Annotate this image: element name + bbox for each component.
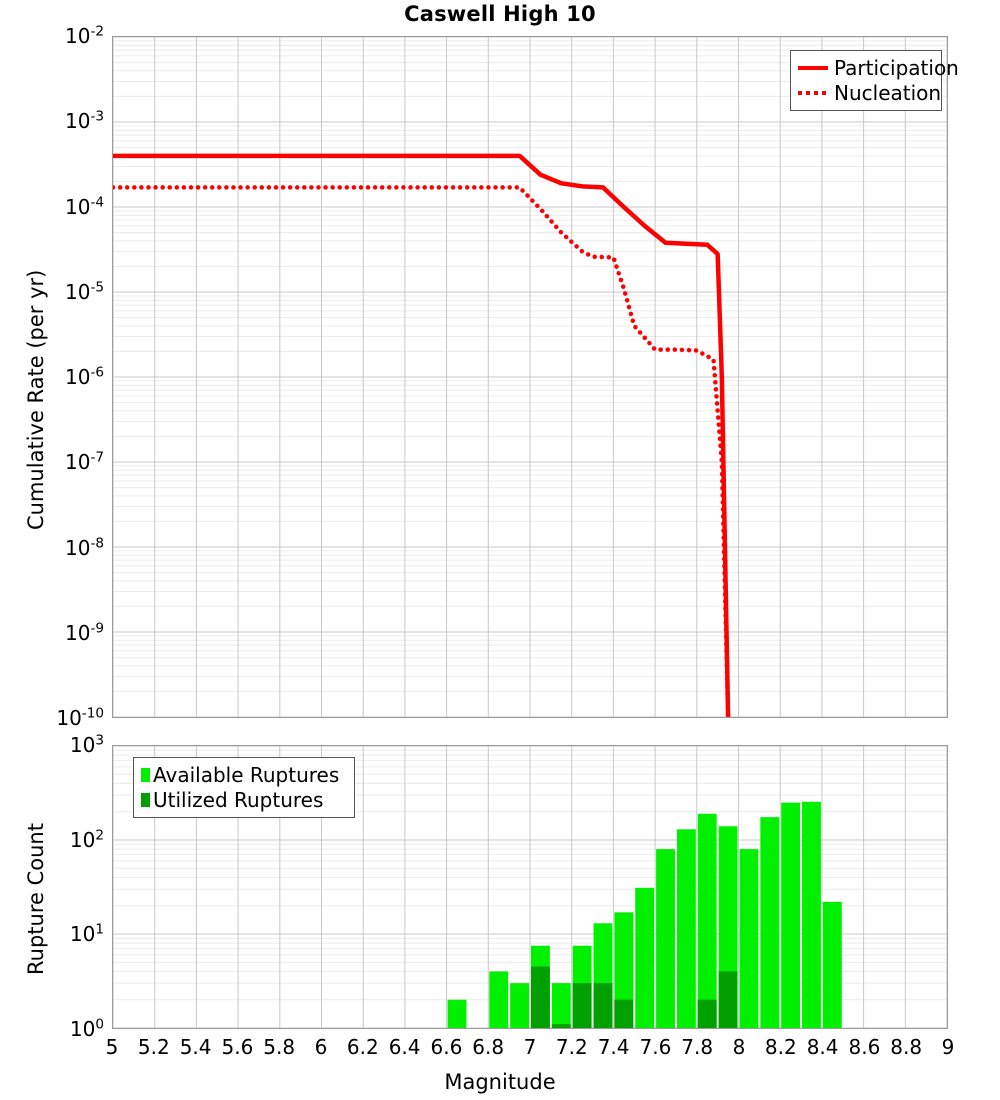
x-tick: 5 [105, 1035, 119, 1059]
top-legend: Participation Nucleation [790, 50, 959, 111]
available-rupture-bar [614, 912, 634, 1028]
legend-label-available-ruptures: Available Ruptures [153, 762, 340, 787]
x-tick: 7 [523, 1035, 537, 1059]
x-tick: 9 [941, 1035, 955, 1059]
top-series-layer [113, 153, 731, 717]
bottom-y-axis-label: Rupture Count [24, 823, 48, 975]
legend-item-nucleation: Nucleation [798, 80, 941, 105]
available-ruptures-swatch-icon [141, 767, 150, 782]
x-tick: 8.8 [890, 1035, 923, 1059]
top-gridlines [113, 37, 947, 717]
x-tick: 5.4 [179, 1035, 212, 1059]
top-y-tick: 10-8 [64, 534, 104, 560]
bottom-y-tick: 100 [69, 1016, 104, 1041]
available-rupture-bar [656, 849, 675, 1028]
x-tick: 5.8 [263, 1035, 296, 1059]
available-rupture-bar [676, 829, 696, 1028]
utilized-rupture-bar [530, 966, 550, 1028]
top-y-tick: 10-7 [64, 449, 104, 475]
x-tick: 7.8 [681, 1035, 714, 1059]
top-y-tick: 10-9 [64, 620, 104, 645]
x-tick: 5.2 [137, 1035, 170, 1059]
top-y-tick: 10-10 [56, 705, 104, 730]
bottom-y-tick: 102 [69, 827, 104, 852]
x-tick: 7.2 [555, 1035, 588, 1059]
x-tick: 8 [732, 1035, 746, 1059]
bottom-bars-layer [447, 801, 842, 1028]
x-tick: 6.6 [430, 1035, 463, 1059]
top-y-tick: 10-4 [64, 193, 104, 219]
cumulative-rate-plot [112, 36, 948, 718]
utilized-rupture-bar [718, 971, 738, 1028]
available-rupture-bar [551, 983, 571, 1028]
legend-label-utilized-ruptures: Utilized Ruptures [153, 787, 324, 812]
available-rupture-bar [739, 849, 759, 1028]
top-y-tick: 10-2 [64, 23, 104, 48]
bottom-y-tick: 103 [69, 732, 104, 757]
bottom-legend: Available Ruptures Utilized Ruptures [133, 757, 355, 818]
legend-item-available-ruptures: Available Ruptures [141, 762, 347, 787]
available-rupture-bar [822, 901, 842, 1028]
page-title: Caswell High 10 [404, 2, 596, 26]
utilized-rupture-bar [593, 983, 613, 1028]
x-tick: 7.6 [639, 1035, 672, 1059]
available-rupture-bar [510, 983, 530, 1028]
x-tick: 6 [314, 1035, 328, 1059]
available-rupture-bar [447, 999, 467, 1028]
legend-label-participation: Participation [834, 55, 959, 80]
x-tick: 8.2 [764, 1035, 797, 1059]
participation-line-icon [798, 65, 828, 70]
x-tick: 6.4 [388, 1035, 421, 1059]
x-tick: 6.8 [472, 1035, 505, 1059]
legend-item-participation: Participation [798, 55, 959, 80]
available-rupture-bar [781, 802, 801, 1028]
x-tick: 8.6 [848, 1035, 881, 1059]
x-tick: 5.6 [221, 1035, 254, 1059]
available-rupture-bar [802, 801, 821, 1028]
utilized-ruptures-swatch-icon [141, 792, 150, 807]
available-rupture-bar [760, 817, 780, 1028]
x-axis-label: Magnitude [444, 1070, 556, 1094]
legend-label-nucleation: Nucleation [834, 80, 942, 105]
utilized-rupture-bar [551, 1024, 571, 1028]
top-y-tick: 10-3 [64, 108, 104, 134]
legend-item-utilized-ruptures: Utilized Ruptures [141, 787, 347, 812]
rupture-count-plot [112, 745, 948, 1029]
available-rupture-bar [697, 813, 717, 1028]
bottom-y-tick: 101 [69, 921, 104, 947]
available-rupture-bar [635, 887, 655, 1028]
utilized-rupture-bar [614, 999, 634, 1028]
x-tick: 8.4 [806, 1035, 839, 1059]
top-y-tick: 10-5 [64, 279, 104, 304]
x-tick: 6.2 [346, 1035, 379, 1059]
available-rupture-bar [489, 971, 509, 1028]
utilized-rupture-bar [572, 983, 592, 1028]
x-tick: 7.4 [597, 1035, 630, 1059]
series-nucleation [113, 185, 731, 717]
top-y-tick: 10-6 [64, 364, 104, 389]
top-y-axis-label: Cumulative Rate (per yr) [24, 269, 48, 530]
utilized-rupture-bar [697, 999, 717, 1028]
nucleation-line-icon [798, 90, 828, 95]
series-participation [113, 153, 731, 717]
